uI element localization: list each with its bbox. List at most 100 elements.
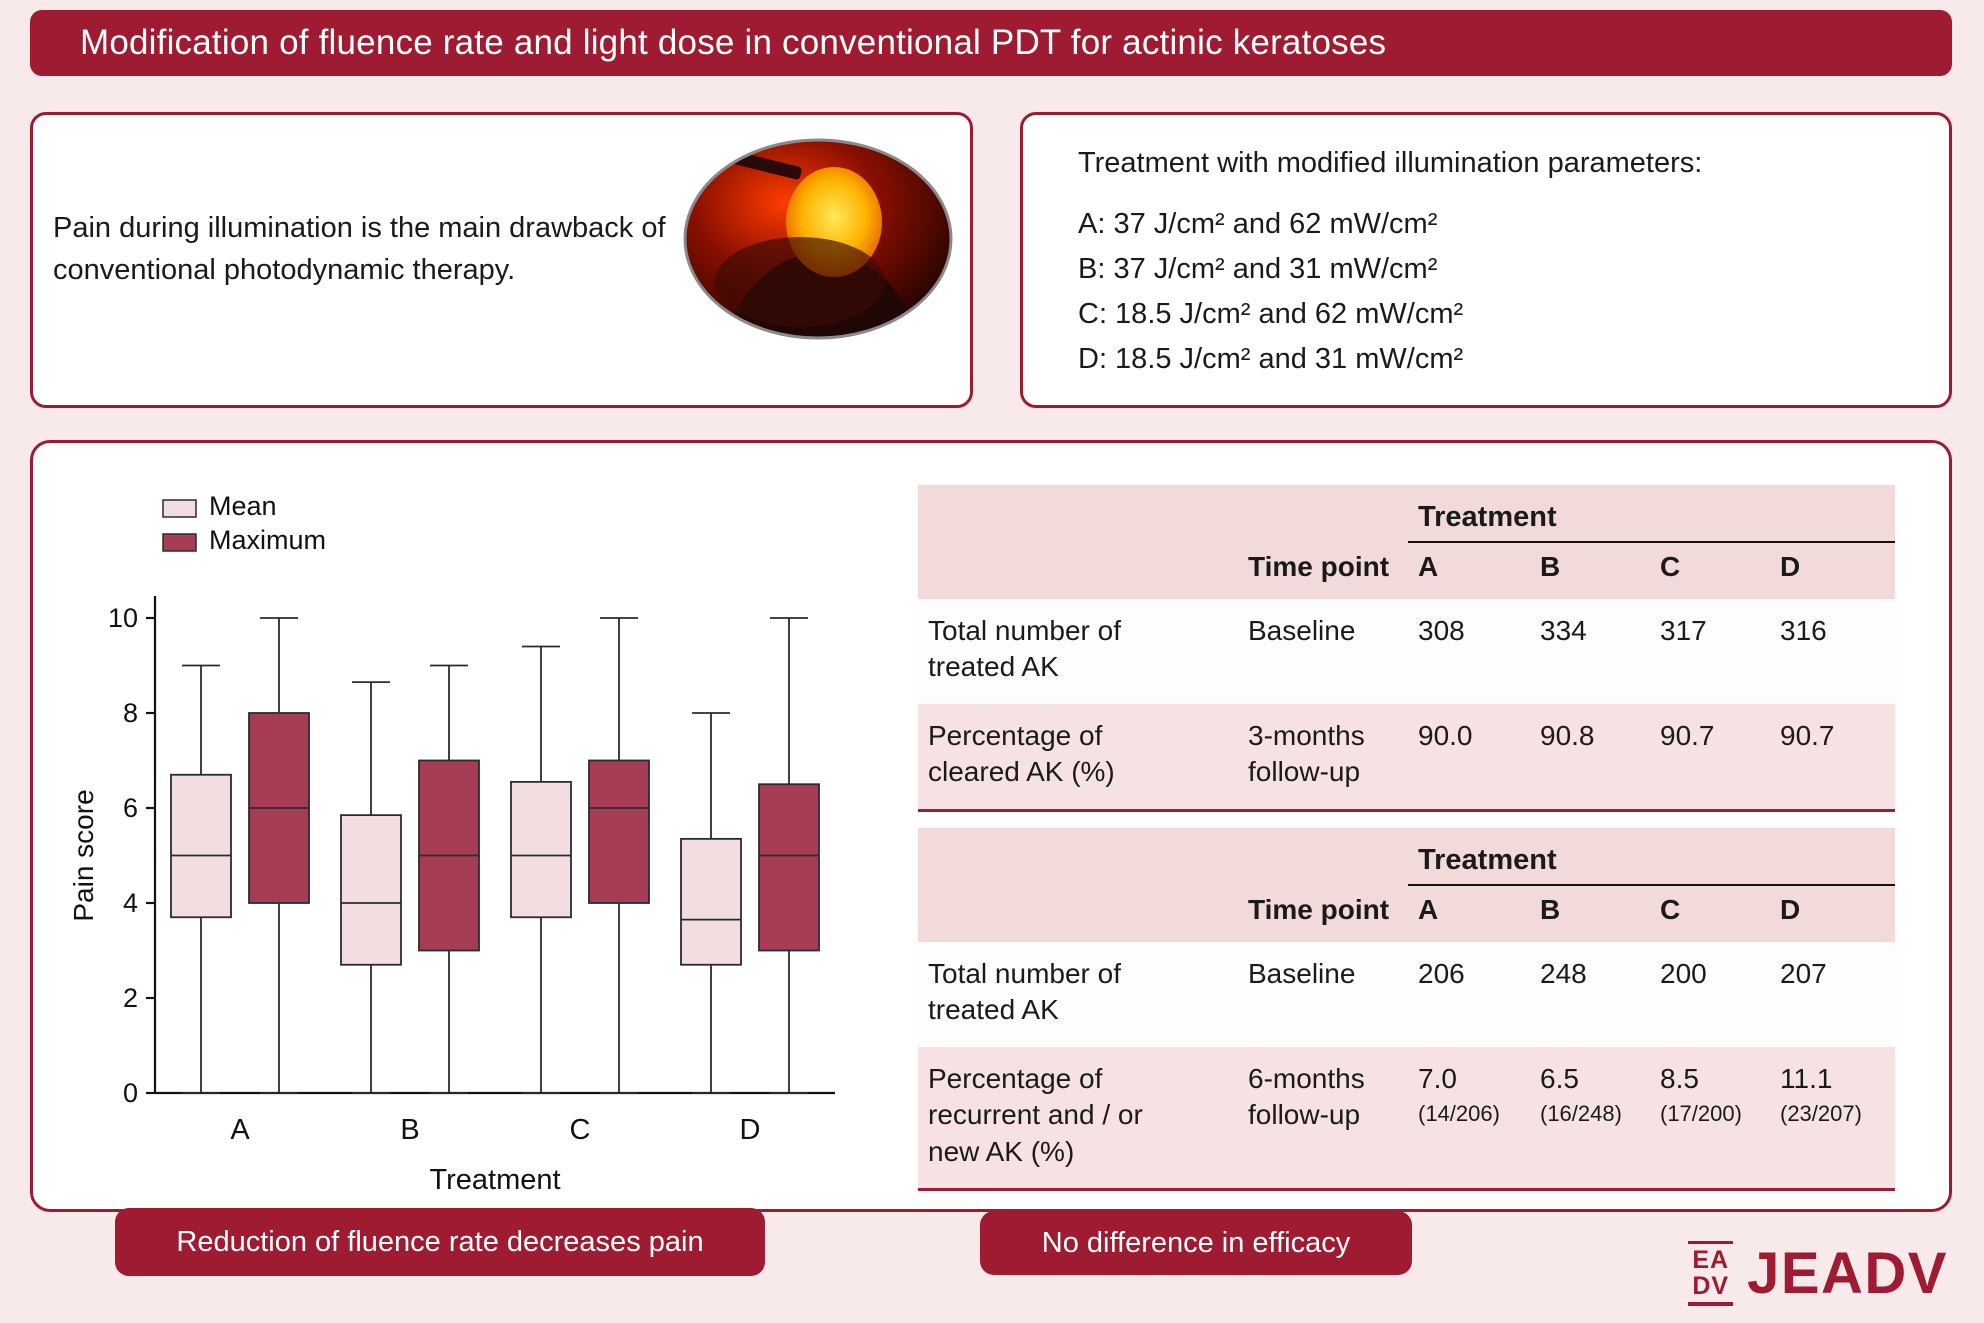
y-tick-label: 6	[123, 793, 138, 823]
parameters-box: Treatment with modified illumination par…	[1020, 112, 1952, 408]
legend-swatch	[162, 533, 197, 552]
empty-header-cell	[918, 543, 1238, 599]
col-header-b: B	[1530, 886, 1650, 942]
value-fraction: (14/206)	[1418, 1101, 1500, 1127]
x-category-label: A	[230, 1114, 250, 1146]
value-main: 6.5	[1540, 1062, 1579, 1094]
x-category-label: D	[740, 1114, 761, 1146]
conclusion-pain-banner: Reduction of fluence rate decreases pain	[115, 1208, 765, 1276]
empty-header-cell	[918, 886, 1238, 942]
y-tick-label: 8	[123, 698, 138, 728]
eadv-mark-top: EA	[1692, 1245, 1730, 1274]
value-fraction: (16/248)	[1540, 1101, 1622, 1127]
page-title: Modification of fluence rate and light d…	[80, 23, 1387, 62]
value-fraction: (23/207)	[1780, 1101, 1862, 1127]
boxplot-D-maximum	[758, 617, 820, 1094]
intro-box: Pain during illumination is the main dra…	[30, 112, 973, 408]
value-cell: 90.0	[1408, 703, 1530, 809]
col-header-b: B	[1530, 543, 1650, 599]
value-cell: 90.7	[1650, 703, 1770, 809]
conclusion-pain-text: Reduction of fluence rate decreases pain	[176, 1225, 704, 1258]
value-cell: 316	[1770, 599, 1895, 704]
col-header-time-point: Time point	[1238, 886, 1408, 942]
col-header-c: C	[1650, 886, 1770, 942]
boxplot-A-maximum	[248, 617, 310, 1094]
value-cell: 7.0 (14/206)	[1408, 1046, 1530, 1188]
treatment-group-label: Treatment	[1418, 844, 1557, 876]
value-main: 8.5	[1660, 1062, 1699, 1094]
col-header-d: D	[1770, 543, 1895, 599]
time-point-cell: Baseline	[1238, 942, 1408, 1047]
col-header-d: D	[1770, 886, 1895, 942]
jeadv-logotype: JEADV	[1747, 1241, 1948, 1306]
boxplot-B-maximum	[418, 664, 480, 1094]
boxplot-C-maximum	[588, 617, 650, 1094]
parameter-item-d: D: 18.5 J/cm² and 31 mW/cm²	[1078, 342, 1464, 375]
parameter-item-b: B: 37 J/cm² and 31 mW/cm²	[1078, 252, 1438, 285]
time-point-cell: Baseline	[1238, 599, 1408, 704]
y-tick-label: 2	[123, 983, 138, 1013]
col-header-a: A	[1408, 543, 1530, 599]
value-cell: 334	[1530, 599, 1650, 704]
parameter-item-a: A: 37 J/cm² and 62 mW/cm²	[1078, 208, 1438, 240]
row-label: Percentage of recurrent and / or new AK …	[918, 1046, 1238, 1188]
x-category-label: B	[400, 1114, 419, 1146]
x-category-label: C	[570, 1114, 591, 1146]
value-cell: 8.5 (17/200)	[1650, 1046, 1770, 1188]
col-header-c: C	[1650, 543, 1770, 599]
eadv-mark-bottom: DV	[1692, 1272, 1730, 1300]
results-box: Mean Maximum 0 2 4 6 8 10 Pain score A B C D Treatmen…	[30, 440, 1952, 1212]
legend-swatch	[162, 499, 197, 518]
eadv-logo-mark: EA DV	[1688, 1240, 1734, 1307]
value-main: 7.0	[1418, 1062, 1457, 1094]
col-header-a: A	[1408, 886, 1530, 942]
y-tick-label: 4	[123, 888, 138, 918]
row-label: Percentage of cleared AK (%)	[918, 703, 1238, 809]
value-cell: 6.5 (16/248)	[1530, 1046, 1650, 1188]
pdt-illumination-photo	[683, 138, 953, 340]
chart-legend: Mean Maximum	[162, 491, 326, 555]
x-axis-label: Treatment	[429, 1164, 560, 1196]
value-fraction: (17/200)	[1660, 1101, 1742, 1127]
title-banner: Modification of fluence rate and light d…	[30, 10, 1952, 76]
boxplot-A-mean	[170, 664, 232, 1094]
legend-label: Maximum	[209, 525, 326, 555]
legend-label: Mean	[209, 491, 277, 521]
value-cell: 248	[1530, 942, 1650, 1047]
intro-text: Pain during illumination is the main dra…	[53, 212, 666, 287]
conclusion-efficacy-banner: No difference in efficacy	[980, 1211, 1412, 1275]
y-axis-label: Pain score	[68, 789, 99, 921]
value-cell: 317	[1650, 599, 1770, 704]
chart-axes: 0 2 4 6 8 10 Pain score A B C D Treatment	[68, 596, 835, 1196]
col-header-time-point: Time point	[1238, 543, 1408, 599]
boxplot-D-mean	[680, 712, 742, 1094]
y-tick-label: 0	[123, 1078, 138, 1108]
boxplot-C-mean	[510, 645, 572, 1094]
value-cell: 308	[1408, 599, 1530, 704]
row-label: Total number of treated AK	[918, 942, 1238, 1047]
pain-boxplot-chart: Mean Maximum 0 2 4 6 8 10 Pain score A B C D Treatmen…	[68, 491, 835, 1196]
value-cell: 90.7	[1770, 703, 1895, 809]
time-point-cell: 3-months follow-up	[1238, 703, 1408, 809]
value-main: 11.1	[1780, 1062, 1833, 1094]
time-point-cell: 6-months follow-up	[1238, 1046, 1408, 1188]
table-corner-cell	[918, 485, 1408, 543]
boxplot-B-mean	[340, 681, 402, 1094]
row-label: Total number of treated AK	[918, 599, 1238, 704]
treatment-group-label: Treatment	[1418, 501, 1557, 533]
parameters-heading: Treatment with modified illumination par…	[1078, 147, 1703, 179]
treatment-group-header: Treatment	[1408, 828, 1895, 886]
value-cell: 90.8	[1530, 703, 1650, 809]
recurrence-table: Treatment Time point A B C D Total numbe…	[918, 828, 1895, 1191]
conclusion-efficacy-text: No difference in efficacy	[1041, 1226, 1351, 1259]
value-cell: 207	[1770, 942, 1895, 1047]
journal-logo: EA DV JEADV	[1688, 1240, 1948, 1307]
clearance-table: Treatment Time point A B C D Total numbe…	[918, 485, 1895, 812]
table-corner-cell	[918, 828, 1408, 886]
value-cell: 200	[1650, 942, 1770, 1047]
value-cell: 206	[1408, 942, 1530, 1047]
treatment-group-header: Treatment	[1408, 485, 1895, 543]
parameter-item-c: C: 18.5 J/cm² and 62 mW/cm²	[1078, 297, 1464, 330]
y-tick-label: 10	[108, 603, 138, 633]
